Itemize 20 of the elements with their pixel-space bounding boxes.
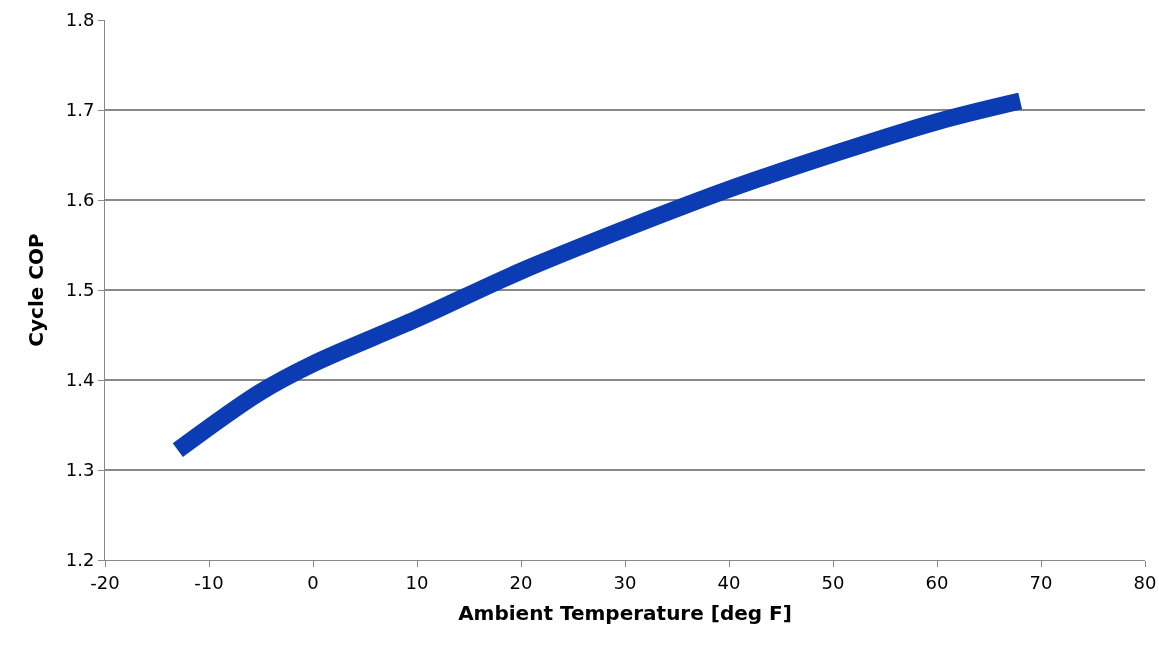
x-tick-label: 60 <box>925 571 949 593</box>
y-tick-label: 1.3 <box>65 459 95 481</box>
x-tick-label: 40 <box>717 571 741 593</box>
y-axis-title: Cycle COP <box>24 233 49 347</box>
x-tick-label: 70 <box>1029 571 1053 593</box>
x-tick-label: 20 <box>509 571 533 593</box>
x-tick-label: 0 <box>307 571 319 593</box>
y-tick-label: 1.7 <box>65 99 95 121</box>
x-tick-label: 10 <box>405 571 429 593</box>
x-tick-label: -10 <box>194 571 224 593</box>
x-tick-label: 50 <box>821 571 845 593</box>
y-tick-label: 1.8 <box>65 9 95 31</box>
x-tick-label: -20 <box>90 571 120 593</box>
x-axis-title: Ambient Temperature [deg F] <box>458 601 792 626</box>
x-tick-label: 80 <box>1133 571 1157 593</box>
y-tick-label: 1.6 <box>65 189 95 211</box>
y-tick-label: 1.2 <box>65 549 95 571</box>
y-tick-label: 1.4 <box>65 369 95 391</box>
y-tick-label: 1.5 <box>65 279 95 301</box>
x-tick-label: 30 <box>613 571 637 593</box>
